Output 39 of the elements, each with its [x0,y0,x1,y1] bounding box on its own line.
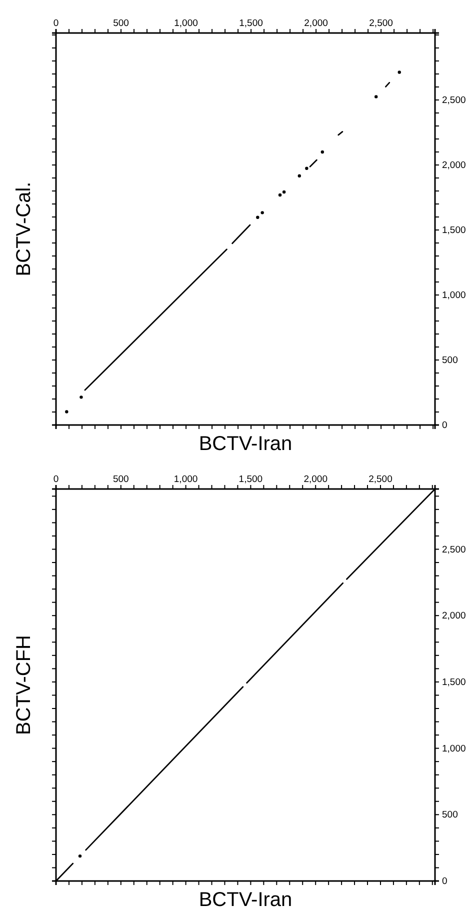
y-tick-label: 2,000 [442,160,466,172]
y-tick-label: 500 [442,810,458,821]
y-tick-label: 2,500 [442,544,466,556]
x-tick-label: 1,000 [174,18,198,29]
x-tick-label: 2,500 [368,474,392,485]
x-tick-label: 1,500 [239,18,263,29]
point [305,166,308,170]
point [374,95,378,98]
y-tick-label: 2,000 [442,610,466,622]
y-tick-label: 500 [442,355,458,366]
point [260,211,264,214]
x-tick-label: 1,000 [174,474,198,485]
y-tick-label: 1,000 [442,743,466,754]
y-tick-label: 0 [442,876,448,888]
y-tick-label: 1,500 [442,676,466,688]
point [65,410,68,414]
x-tick-label: 2,000 [304,18,328,29]
x-tick-label: 2,000 [304,474,328,485]
x-tick-label: 0 [53,18,59,29]
y-axis-title: BCTV-CFH [13,635,35,735]
point [298,174,301,178]
point [278,193,282,197]
x-tick-label: 500 [113,18,129,29]
x-axis-title: BCTV-Iran [198,889,292,908]
y-axis-title: BCTV-Cal. [13,182,35,276]
point [80,396,83,399]
y-tick-label: 0 [442,420,448,432]
y-tick-label: 1,500 [442,225,466,236]
x-axis-title: BCTV-Iran [198,433,292,455]
x-tick-label: 2,500 [369,18,393,29]
x-tick-label: 500 [112,474,129,485]
point [398,70,401,74]
x-tick-label: 1,500 [238,474,263,485]
point [256,216,260,219]
y-tick-label: 1,000 [442,290,466,302]
x-tick-label: 0 [53,474,59,485]
y-tick-label: 2,500 [442,95,466,106]
point [282,190,286,194]
point [320,150,324,154]
